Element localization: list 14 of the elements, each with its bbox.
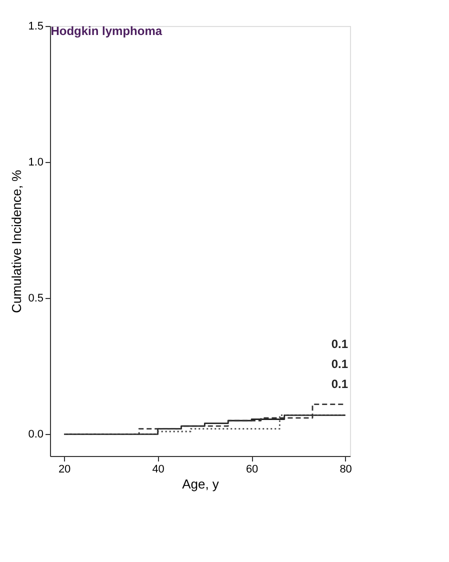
y-tick-label: 1.5 bbox=[28, 20, 44, 32]
y-tick-label: 1.0 bbox=[28, 156, 44, 169]
x-tick-label: 40 bbox=[152, 464, 164, 476]
chart-title: Hodgkin lymphoma bbox=[50, 24, 162, 38]
x-axis-title: Age, y bbox=[182, 476, 220, 492]
annotation: 0.1 bbox=[331, 357, 348, 372]
annotation: 0.1 bbox=[331, 377, 348, 392]
x-tick-label: 80 bbox=[340, 464, 352, 476]
y-tick-label: 0.5 bbox=[28, 292, 44, 305]
annotation: 0.1 bbox=[331, 337, 348, 352]
y-tick-label: 0.0 bbox=[28, 428, 44, 441]
x-tick-label: 60 bbox=[246, 464, 258, 476]
x-tick-label: 20 bbox=[58, 464, 71, 476]
y-axis-title: Cumulative Incidence, % bbox=[9, 170, 24, 314]
